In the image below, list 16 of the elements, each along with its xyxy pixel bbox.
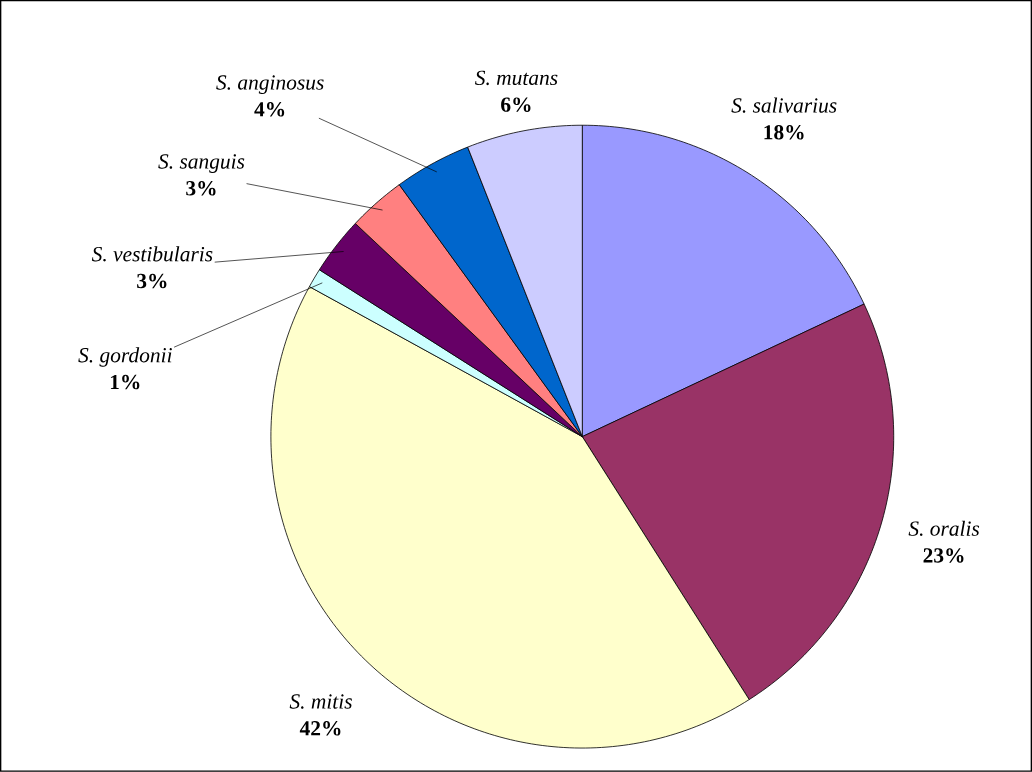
slice-label: S. anginosus (216, 75, 324, 95)
slice-label: S. sanguis (158, 154, 245, 174)
data-label: 1% (110, 374, 140, 390)
data-label: 3% (137, 273, 167, 289)
slice-label: S. vestibularis (91, 246, 213, 262)
slice-label: S. oralis (908, 520, 980, 537)
data-label: 23% (923, 548, 964, 563)
data-label: 6% (501, 97, 531, 112)
slice-label: S. mitis (289, 694, 352, 709)
slice-label: S. gordonii (78, 347, 172, 367)
data-label: 42% (299, 721, 341, 736)
data-label: 18% (764, 125, 804, 140)
slice-label: S. salivarius (731, 97, 837, 113)
data-label: 3% (186, 181, 216, 196)
slice-label: S. mutans (475, 70, 558, 86)
data-label: 4% (254, 102, 285, 117)
